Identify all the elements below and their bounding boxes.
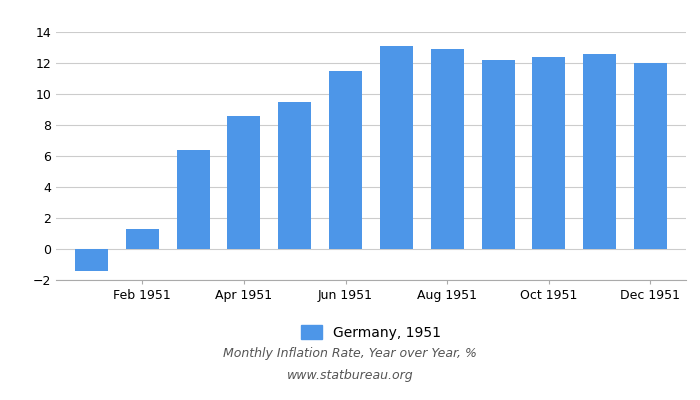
Bar [380, 46, 413, 249]
Bar [279, 102, 312, 249]
Bar [482, 60, 514, 249]
Bar [75, 249, 108, 271]
Bar [329, 71, 362, 249]
Legend: Germany, 1951: Germany, 1951 [295, 319, 447, 345]
Text: www.statbureau.org: www.statbureau.org [287, 370, 413, 382]
Bar [634, 63, 667, 249]
Bar [228, 116, 260, 249]
Bar [176, 150, 210, 249]
Bar [126, 229, 159, 249]
Text: Monthly Inflation Rate, Year over Year, %: Monthly Inflation Rate, Year over Year, … [223, 348, 477, 360]
Bar [430, 49, 463, 249]
Bar [532, 57, 566, 249]
Bar [583, 54, 616, 249]
